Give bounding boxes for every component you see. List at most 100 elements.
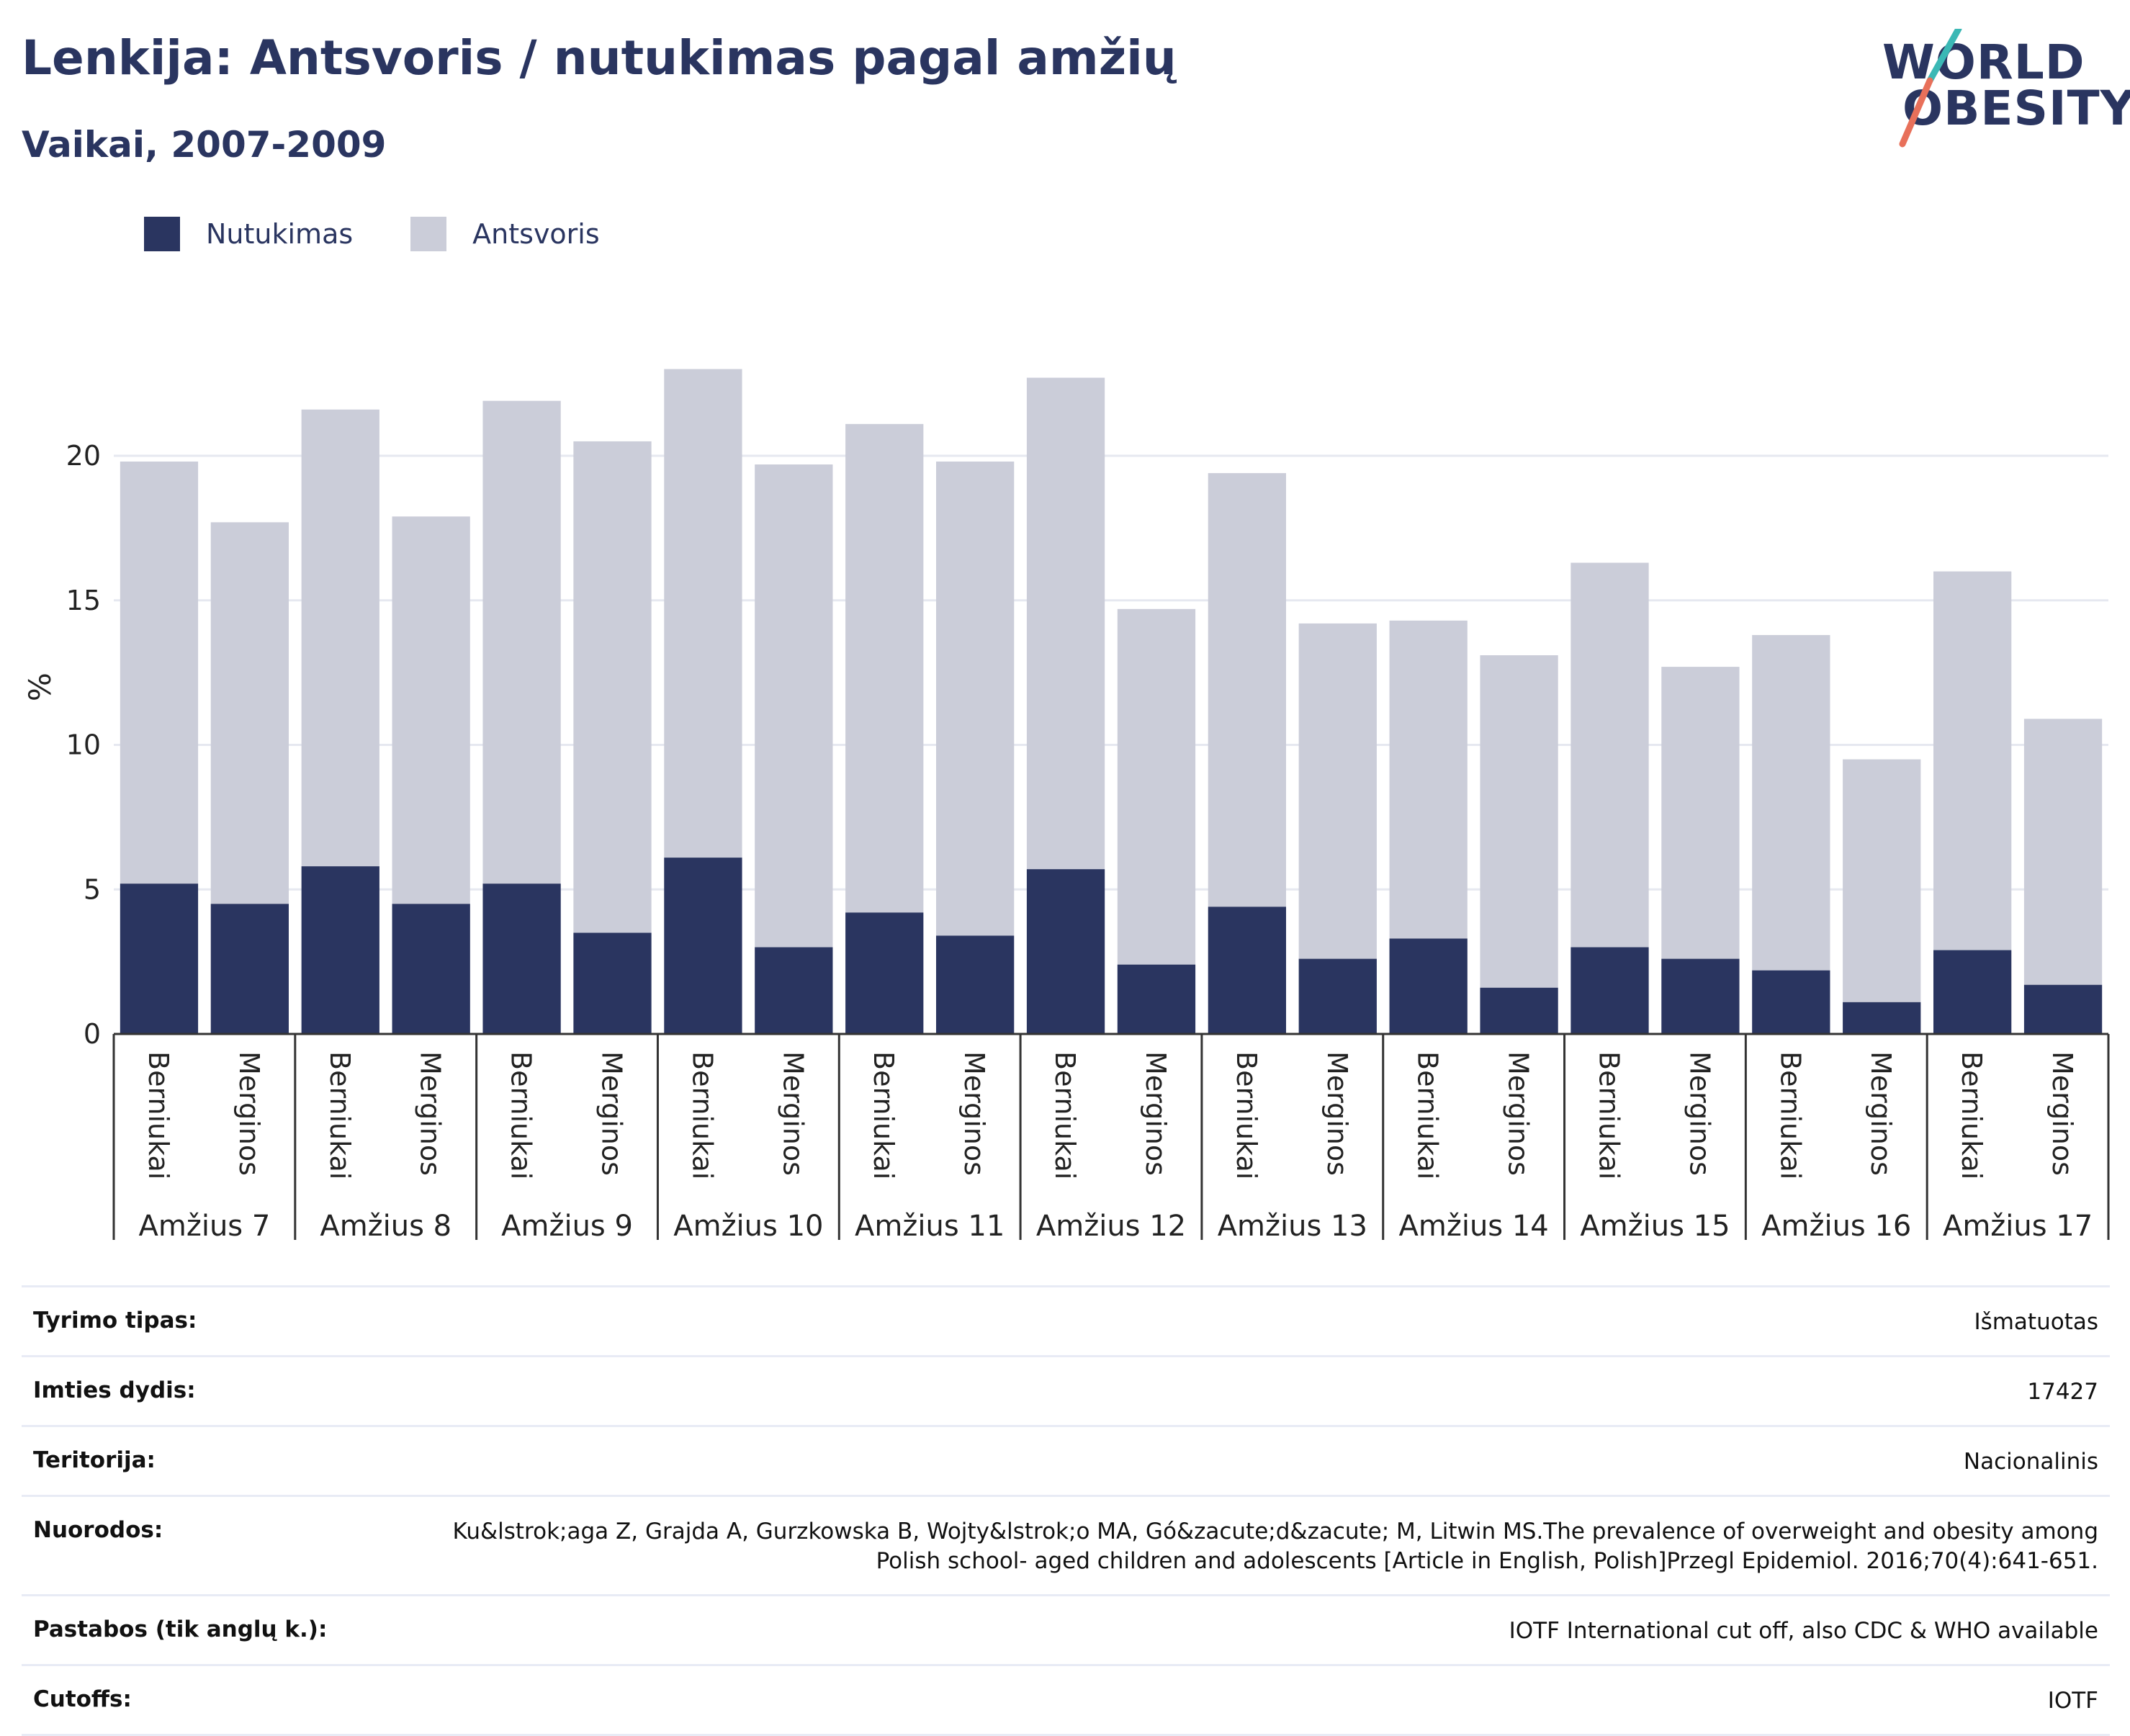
x-subcategory-label: Berniukai [1594,1051,1625,1179]
bar-obesity [1752,970,1830,1034]
legend-label-overweight: Antsvoris [472,218,600,250]
info-label: Nuorodos: [33,1516,163,1543]
info-row-territory: Teritorija: Nacionalinis [22,1424,2110,1495]
bar-obesity [1933,950,2012,1034]
x-subcategory-label: Merginos [415,1051,446,1176]
y-tick-label: 5 [84,873,101,905]
x-subcategory-label: Merginos [1865,1051,1897,1176]
bar-obesity [482,883,561,1034]
bar-overweight [1570,562,1649,948]
x-subcategory-label: Merginos [1684,1051,1715,1176]
bar-obesity [755,947,833,1034]
bar-overweight [482,400,561,884]
page-title: Lenkija: Antsvoris / nutukimas pagal amž… [22,30,1177,86]
bar-obesity [664,858,742,1034]
world-obesity-logo: WORLD OBESITY [1872,29,2130,151]
bar-overweight [1933,571,2012,950]
x-group-label: Amžius 17 [1943,1210,2093,1243]
x-subcategory-label: Berniukai [868,1051,899,1179]
page-subtitle: Vaikai, 2007-2009 [22,124,387,166]
bar-overweight [120,462,199,884]
bar-obesity [210,904,289,1034]
info-row-survey-type: Tyrimo tipas: Išmatuotas [22,1285,2110,1355]
info-label: Imties dydis: [33,1377,196,1403]
logo-line1: WORLD [1882,35,2085,90]
x-subcategory-label: Berniukai [1774,1051,1806,1179]
x-subcategory-label: Merginos [596,1051,628,1176]
bar-obesity [1661,958,1740,1034]
x-subcategory-label: Merginos [958,1051,990,1176]
bar-overweight [1298,623,1377,959]
bar-overweight [392,516,470,904]
x-subcategory-label: Merginos [1503,1051,1534,1176]
logo-line2: OBESITY [1902,81,2130,136]
bar-obesity [1208,907,1287,1034]
bar-obesity [1480,987,1558,1034]
x-subcategory-label: Berniukai [686,1051,718,1179]
info-value: Išmatuotas [1974,1309,2098,1335]
x-subcategory-label: Berniukai [505,1051,537,1179]
x-subcategory-label: Berniukai [1049,1051,1081,1179]
legend-label-obesity: Nutukimas [206,218,354,250]
stacked-bar-chart: 0 5 10 15 20% Berniukai Merginos Berniukai Mergi… [22,369,2110,1243]
bar-obesity [1570,947,1649,1034]
bar-obesity [845,912,924,1034]
y-tick-label: 15 [66,585,101,616]
x-subcategory-label: Merginos [1140,1051,1172,1176]
info-label: Teritorija: [33,1447,156,1473]
y-axis-label: % [22,673,58,701]
x-subcategory-label: Merginos [1321,1051,1353,1176]
x-subcategory-label: Berniukai [1412,1051,1444,1179]
x-group-label: Amžius 8 [320,1210,451,1243]
y-tick-label: 10 [66,729,101,761]
bar-overweight [301,409,379,867]
bar-overweight [755,464,833,948]
chart-legend: Nutukimas Antsvoris [144,215,657,253]
bar-overweight [1117,608,1196,965]
bar-obesity [1843,1002,1921,1034]
bar-obesity [301,866,379,1034]
x-group-label: Amžius 11 [855,1210,1005,1243]
x-subcategory-label: Merginos [2046,1051,2078,1176]
x-subcategory-label: Berniukai [1231,1051,1262,1179]
y-tick-label: 0 [84,1018,101,1050]
x-group-label: Amžius 16 [1761,1210,1911,1243]
bar-obesity [1117,964,1196,1034]
bar-obesity [2023,984,2103,1034]
x-group-label: Amžius 10 [673,1210,823,1243]
x-subcategory-label: Berniukai [1956,1051,1987,1179]
info-row-notes: Pastabos (tik anglų k.): IOTF Internatio… [22,1594,2110,1664]
x-group-label: Amžius 7 [139,1210,271,1243]
bar-overweight [210,522,289,904]
bar-overweight [935,462,1015,936]
legend-item-obesity: Nutukimas [144,217,353,251]
info-value: IOTF [2047,1688,2098,1714]
bar-overweight [1843,759,1921,1002]
bar-overweight [573,441,652,933]
x-group-label: Amžius 9 [501,1210,633,1243]
bar-obesity [573,932,652,1034]
x-subcategory-label: Merginos [233,1051,265,1176]
info-value: IOTF International cut off, also CDC & W… [1509,1618,2098,1645]
x-group-label: Amžius 13 [1218,1210,1367,1243]
info-value: 17427 [2027,1378,2098,1405]
bar-overweight [1661,667,1740,959]
bar-overweight [1480,655,1558,988]
bar-overweight [1026,377,1105,870]
info-row-cutoffs: Cutoffs: IOTF [22,1664,2110,1736]
bar-overweight [845,423,924,913]
info-value: Nacionalinis [1963,1448,2098,1475]
x-subcategory-label: Merginos [777,1051,809,1176]
bar-overweight [1389,620,1468,939]
x-group-label: Amžius 12 [1036,1210,1186,1243]
legend-swatch-obesity [144,217,180,251]
legend-item-overweight: Antsvoris [410,217,600,251]
bar-obesity [1298,958,1377,1034]
info-label: Pastabos (tik anglų k.): [33,1616,328,1643]
bar-obesity [392,904,470,1034]
logo-slash-icon [1899,29,1962,148]
bar-obesity [1026,869,1105,1034]
bar-overweight [1752,634,1830,971]
study-info-table: Tyrimo tipas: Išmatuotas Imties dydis: 1… [22,1285,2110,1736]
info-label: Cutoffs: [33,1686,132,1713]
